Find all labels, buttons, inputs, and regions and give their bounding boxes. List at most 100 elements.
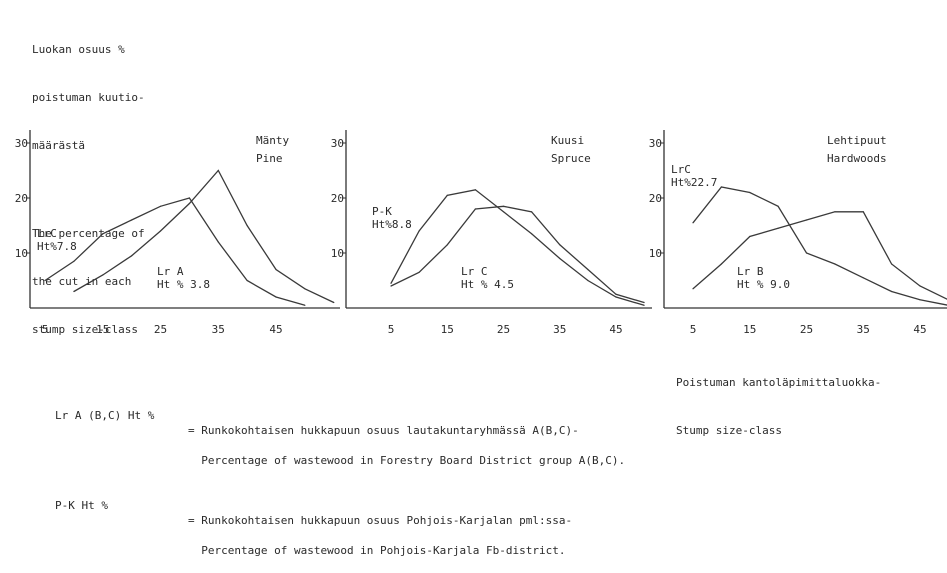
x-tick-label: 25: [497, 323, 510, 336]
data-point: [418, 271, 420, 273]
x-tick-label: 25: [154, 323, 167, 336]
series-label: P-K: [372, 205, 392, 218]
y-tick-label: 20: [649, 192, 662, 205]
series-label: Ht%22.7: [671, 176, 717, 189]
series-line: [692, 186, 947, 306]
y-tick-label: 10: [331, 247, 344, 260]
series-line: [73, 169, 335, 304]
data-point: [188, 197, 190, 199]
data-point: [643, 301, 645, 304]
data-point: [531, 233, 533, 235]
x-tick-label: 35: [857, 323, 870, 336]
x-tick-label: 15: [441, 323, 454, 336]
data-point: [749, 235, 751, 238]
x-tick-label: 45: [913, 323, 926, 336]
data-point: [44, 279, 46, 282]
series-label: Ht % 3.8: [157, 278, 210, 291]
data-point: [333, 301, 335, 304]
series-label: Ht%8.8: [372, 218, 412, 231]
intro-line: määrästä: [32, 139, 85, 152]
data-point: [390, 282, 392, 284]
x-axis-caption: Poistuman kantoläpimittaluokka- Stump si…: [676, 343, 881, 455]
x-tick-label: 15: [743, 323, 756, 336]
data-point: [502, 205, 505, 207]
legend-row: Percentage of wastewood in Pohjois-Karja…: [55, 528, 565, 557]
x-tick-label: 45: [609, 323, 622, 336]
data-point: [502, 211, 505, 213]
data-point: [131, 255, 133, 257]
panel-title-en: Hardwoods: [827, 152, 887, 165]
data-point: [749, 191, 751, 194]
data-point: [474, 189, 476, 191]
x-tick-label: 45: [269, 323, 282, 336]
data-point: [102, 274, 104, 276]
data-point: [188, 202, 190, 205]
legend-row: P-K Ht % = Runkokohtaisen hukkapuun osuu…: [55, 483, 572, 527]
panel-title-fi: Mänty: [256, 134, 289, 147]
series-label: Ht % 4.5: [461, 278, 514, 291]
data-point: [217, 169, 219, 172]
intro-line: The percentage of: [32, 227, 145, 240]
data-point: [246, 279, 248, 282]
data-point: [692, 222, 694, 224]
data-point: [559, 244, 561, 246]
panel-title-fi: Lehtipuut: [827, 134, 887, 147]
x-caption-line: Stump size-class: [676, 424, 782, 437]
series-line: [390, 205, 645, 304]
x-tick-label: 35: [212, 323, 225, 336]
data-point: [159, 230, 162, 232]
panel-title-en: Spruce: [551, 152, 591, 165]
panel-title-en: Pine: [256, 152, 283, 165]
intro-line: stump size-class: [32, 323, 138, 336]
data-point: [390, 285, 392, 287]
legend-text: = Runkokohtaisen hukkapuun osuus lautaku…: [188, 424, 579, 437]
data-point: [446, 244, 448, 246]
data-point: [275, 296, 277, 298]
data-point: [919, 299, 921, 301]
data-point: [73, 290, 75, 293]
data-point: [692, 288, 694, 290]
series-line: [44, 197, 306, 306]
data-point: [304, 304, 306, 306]
series-line: [692, 211, 947, 300]
y-tick-label: 30: [331, 137, 344, 150]
y-tick-label: 20: [15, 192, 28, 205]
x-tick-label: 35: [553, 323, 566, 336]
data-point: [418, 230, 420, 232]
data-point: [131, 219, 133, 221]
series-line: [390, 189, 645, 306]
panel-title-fi: Kuusi: [551, 134, 584, 147]
series-label: LrC: [37, 227, 57, 240]
series-label: Lr B: [737, 265, 764, 278]
y-tick-label: 30: [649, 137, 662, 150]
y-tick-label: 20: [331, 192, 344, 205]
data-point: [73, 260, 75, 262]
legend-text: = Runkokohtaisen hukkapuun osuus Pohjois…: [188, 514, 573, 527]
x-tick-label: 5: [388, 323, 395, 336]
data-point: [275, 268, 277, 271]
data-point: [891, 290, 893, 293]
series-label: Ht%7.8: [37, 240, 77, 253]
data-point: [559, 257, 561, 260]
data-point: [587, 268, 589, 271]
data-point: [891, 263, 893, 265]
intro-line: poistuman kuutio-: [32, 91, 145, 104]
data-point: [102, 233, 104, 235]
y-tick-label: 30: [15, 137, 28, 150]
data-point: [777, 227, 779, 229]
data-point: [805, 252, 808, 254]
data-point: [805, 219, 808, 221]
legend-key: P-K Ht %: [55, 499, 108, 512]
data-point: [615, 293, 617, 295]
legend-row: Lr A (B,C) Ht % = Runkokohtaisen hukkapu…: [55, 393, 579, 437]
y-tick-label: 10: [649, 247, 662, 260]
data-point: [615, 296, 617, 298]
data-point: [777, 205, 779, 207]
intro-caption: Luokan osuus % poistuman kuutio- määräst…: [32, 10, 145, 354]
intro-line: Luokan osuus %: [32, 43, 125, 56]
data-point: [474, 208, 476, 210]
y-tick-label: 10: [15, 247, 28, 260]
data-point: [643, 304, 645, 306]
series-label: Lr A: [157, 265, 184, 278]
